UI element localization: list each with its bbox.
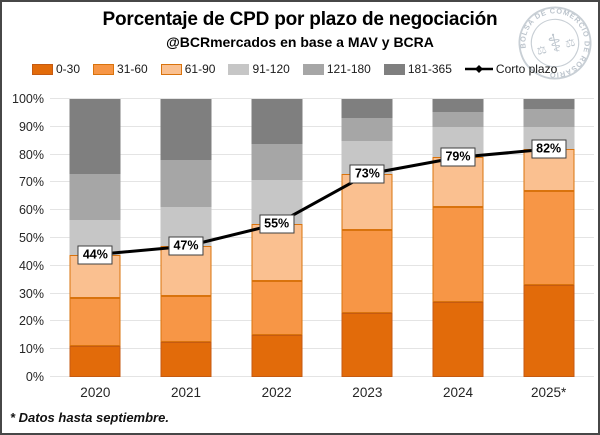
- legend-swatch: [383, 63, 405, 75]
- bar-segment-0-30: [523, 285, 575, 377]
- x-axis-label: 2024: [442, 385, 474, 400]
- y-axis-tick-label: 50%: [18, 231, 44, 245]
- data-point-label: 73%: [349, 164, 385, 184]
- plot-area: 44% 47% 55% 73% 79% 82%: [50, 98, 594, 377]
- data-point-label: 44%: [77, 245, 113, 265]
- x-axis-label: 2023: [352, 385, 383, 400]
- stacked-bar-2023: [341, 99, 393, 377]
- bar-segment-31-60: [341, 229, 393, 314]
- gridline: [50, 237, 594, 238]
- gridline: [50, 292, 594, 294]
- y-axis-tick-label: 20%: [18, 314, 44, 329]
- bar-segment-31-60: [160, 296, 212, 343]
- bar-segment-31-60: [432, 207, 484, 302]
- bar-segment-121-180: [523, 108, 575, 127]
- y-axis-tick-label: 40%: [18, 258, 44, 273]
- gridline: [50, 98, 594, 99]
- bar-segment-181-365: [432, 99, 484, 112]
- bar-segment-31-60: [251, 281, 303, 336]
- legend-item-91-120: 91-120: [228, 62, 290, 76]
- bar-segment-0-30: [69, 346, 121, 377]
- data-point-label: 79%: [440, 147, 476, 167]
- bar-segment-0-30: [432, 301, 484, 377]
- legend-swatch: [32, 63, 53, 75]
- scales-icon: ⚖: [564, 37, 577, 51]
- gridline: [50, 153, 594, 155]
- legend-line-swatch: [464, 65, 493, 73]
- x-axis-labels: 2020 2021 2022 2023 2024 2025*: [50, 385, 594, 403]
- bar-segment-121-180: [160, 160, 212, 208]
- bar-segment-181-365: [160, 99, 212, 161]
- legend-item-121-180: 121-180: [302, 62, 371, 76]
- bar-segment-121-180: [69, 174, 121, 220]
- gridline: [50, 376, 594, 377]
- legend-label: 91-120: [252, 62, 290, 76]
- x-axis-label: 2020: [80, 385, 111, 400]
- y-axis-tick-label: 30%: [18, 286, 44, 301]
- x-axis-label: 2021: [170, 385, 202, 400]
- caduceus-icon: ⚕: [545, 29, 565, 59]
- y-axis-tick-label: 60%: [18, 203, 44, 218]
- bar-segment-121-180: [251, 143, 303, 180]
- scales-icon: ⚖: [535, 44, 548, 58]
- y-axis-tick-label: 70%: [18, 175, 44, 190]
- legend-label: 61-90: [184, 62, 216, 76]
- chart-subtitle: @BCRmercados en base a MAV y BCRA: [166, 34, 434, 50]
- legend-swatch: [93, 63, 115, 75]
- legend-item-corto-plazo: Corto plazo: [464, 62, 558, 76]
- bar-segment-31-60: [69, 297, 121, 347]
- bar-segment-0-30: [251, 335, 303, 377]
- stacked-bar-2022: [251, 99, 303, 377]
- legend-item-0-30: 0-30: [32, 62, 80, 76]
- stacked-bar-2021: [160, 99, 212, 377]
- bar-segment-121-180: [341, 118, 393, 141]
- bar-segment-0-30: [160, 342, 212, 377]
- legend-label: 181-365: [407, 62, 452, 76]
- y-axis-tick-label: 10%: [18, 342, 44, 357]
- data-point-label: 47%: [168, 236, 204, 256]
- stacked-bar-2025*: [523, 99, 575, 377]
- legend-item-181-365: 181-365: [383, 62, 452, 76]
- legend-label: 121-180: [326, 62, 371, 76]
- bar-segment-0-30: [341, 313, 393, 377]
- legend-swatch: [160, 63, 182, 75]
- legend-label: 31-60: [117, 62, 148, 76]
- legend-swatch: [302, 63, 324, 75]
- chart-title: Porcentaje de CPD por plazo de negociaci…: [102, 9, 498, 30]
- bar-segment-181-365: [523, 99, 575, 109]
- footnote: * Datos hasta septiembre.: [10, 410, 169, 425]
- data-point-label: 55%: [259, 214, 295, 234]
- y-axis-tick-label: 90%: [18, 119, 44, 134]
- bar-segment-181-365: [251, 99, 303, 144]
- data-point-label: 82%: [531, 139, 567, 159]
- bar-segment-121-180: [432, 111, 484, 127]
- gridline: [50, 320, 594, 322]
- bar-segment-31-60: [523, 190, 575, 286]
- x-axis-label: 2022: [261, 385, 292, 400]
- legend-label: 0-30: [56, 62, 81, 76]
- gridline: [50, 125, 594, 127]
- y-axis-tick-label: 80%: [18, 147, 44, 162]
- legend-label: Corto plazo: [495, 62, 558, 76]
- gridline: [50, 264, 594, 266]
- bolsa-comercio-rosario-seal-logo: BOLSA DE COMERCIO DE ROSARIO ⚕ ⚖ ⚖: [511, 2, 598, 87]
- gridline: [50, 348, 594, 350]
- gridline: [50, 181, 594, 183]
- y-axis-tick-label: 100%: [12, 92, 44, 106]
- gridline: [50, 209, 594, 211]
- legend-item-61-90: 61-90: [160, 62, 216, 76]
- y-axis-tick-label: 0%: [25, 370, 44, 384]
- x-axis-label: 2025*: [531, 385, 567, 400]
- corto-plazo-line: [91, 145, 553, 259]
- bar-segment-181-365: [341, 99, 393, 119]
- chart-legend: 0-30 31-60 61-90 91-120 121-180 181-365 Corto…: [32, 62, 557, 76]
- bar-segment-181-365: [69, 99, 121, 175]
- legend-swatch: [228, 63, 250, 75]
- legend-item-31-60: 31-60: [93, 62, 148, 76]
